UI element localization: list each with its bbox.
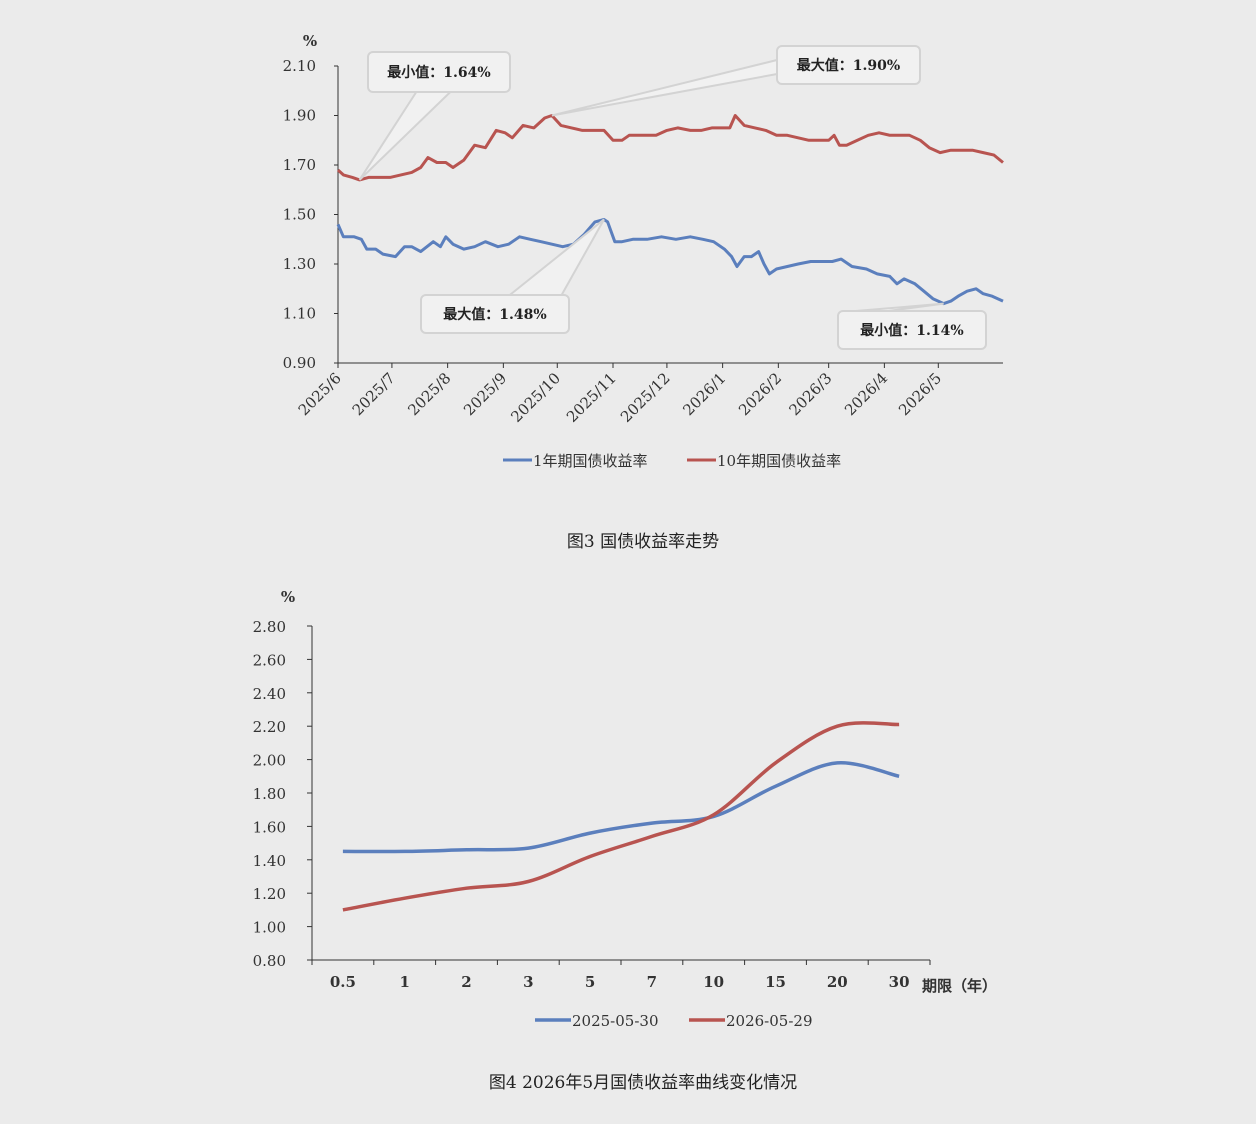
- y-tick-label: 0.80: [253, 952, 286, 970]
- y-tick-label: 2.40: [253, 685, 286, 703]
- chart-yield-curve: % 0.80 1.00 1.20 1.40 1.60 1.80 2.00 2.20 2.40 2.6…: [253, 588, 997, 1093]
- x-tick-label: 5: [585, 973, 595, 991]
- y-tick-label: 1.30: [283, 255, 316, 273]
- callout: 最大值：1.90%: [551, 45, 921, 117]
- y-tick-label: 1.40: [253, 852, 286, 870]
- callout-label: 最大值：1.90%: [797, 57, 900, 74]
- legend-label: 10年期国债收益率: [717, 452, 841, 470]
- y-tick-label: 1.20: [253, 885, 286, 903]
- y-tick-label: 1.80: [253, 785, 286, 803]
- x-tick-label: 2025/9: [460, 369, 510, 419]
- curve-line-0: [342, 761, 900, 854]
- x-tick-label: 2025/7: [349, 369, 399, 419]
- callout-leader: [358, 91, 453, 181]
- callout-box: [776, 45, 921, 85]
- x-tick-label: 2: [461, 973, 471, 991]
- x-tick-label: 1: [399, 973, 409, 991]
- x-tick-label: 10: [703, 973, 724, 991]
- y-tick-label: 2.60: [253, 651, 286, 669]
- callout: 最大值：1.48%: [420, 218, 605, 334]
- legend-label: 1年期国债收益率: [533, 452, 648, 470]
- callout-label: 最小值：1.14%: [860, 322, 963, 339]
- figure-caption: 图4 2026年5月国债收益率曲线变化情况: [489, 1073, 797, 1093]
- figure-caption: 图3 国债收益率走势: [567, 532, 719, 552]
- x-tick-label: 7: [647, 973, 657, 991]
- x-tick-label: 20: [827, 973, 848, 991]
- x-tick-label: 2026/2: [735, 369, 785, 419]
- callout: 最小值：1.64%: [358, 51, 511, 181]
- x-tick-label: 2025/6: [295, 369, 345, 419]
- y-tick-label: 2.80: [253, 618, 286, 636]
- callout-leader: [551, 58, 778, 117]
- x-tick-label: 2025/8: [404, 369, 454, 419]
- y-unit-label: %: [281, 588, 295, 606]
- x-tick-label: 2025/10: [507, 369, 564, 426]
- x-tick-label: 2026/1: [679, 369, 729, 419]
- callout-leader: [855, 302, 944, 312]
- callout-label: 最小值：1.64%: [387, 64, 490, 81]
- legend: 1年期国债收益率 10年期国债收益率: [503, 452, 841, 470]
- y-tick-label: 1.90: [283, 107, 316, 125]
- curve-line-1: [342, 721, 900, 912]
- legend: 2025-05-30 2026-05-29: [535, 1012, 812, 1030]
- callout-label: 最大值：1.48%: [443, 306, 546, 323]
- x-tick-label: 0.5: [330, 973, 356, 991]
- callout: 最小值：1.14%: [837, 302, 987, 350]
- y-tick-label: 2.10: [283, 57, 316, 75]
- x-tick-label: 2026/5: [895, 369, 945, 419]
- x-tick-label: 3: [523, 973, 533, 991]
- x-tick-label: 15: [765, 973, 786, 991]
- x-tick-label: 2026/4: [841, 369, 891, 419]
- x-tick-label: 2025/12: [617, 369, 674, 426]
- series-line-1: [336, 114, 1004, 182]
- callout-box: [837, 310, 987, 350]
- callout-leader: [506, 218, 605, 296]
- y-tick-label: 1.70: [283, 156, 316, 174]
- y-tick-label: 1.10: [283, 305, 316, 323]
- x-tick-label: 2025/11: [563, 369, 620, 426]
- legend-label: 2026-05-29: [726, 1012, 812, 1030]
- legend-label: 2025-05-30: [572, 1012, 658, 1030]
- y-unit-label: %: [303, 32, 317, 50]
- y-tick-label: 1.60: [253, 818, 286, 836]
- y-tick-label: 2.20: [253, 718, 286, 736]
- x-tick-label: 30: [889, 973, 910, 991]
- callout-box: [367, 51, 511, 93]
- x-tick-label: 2026/3: [785, 369, 835, 419]
- y-tick-label: 2.00: [253, 752, 286, 770]
- y-tick-label: 1.00: [253, 919, 286, 937]
- series-line-0: [336, 218, 1004, 306]
- y-tick-label: 0.90: [283, 354, 316, 372]
- x-axis-label: 期限（年）: [922, 977, 997, 995]
- y-tick-label: 1.50: [283, 206, 316, 224]
- callout-box: [420, 294, 570, 334]
